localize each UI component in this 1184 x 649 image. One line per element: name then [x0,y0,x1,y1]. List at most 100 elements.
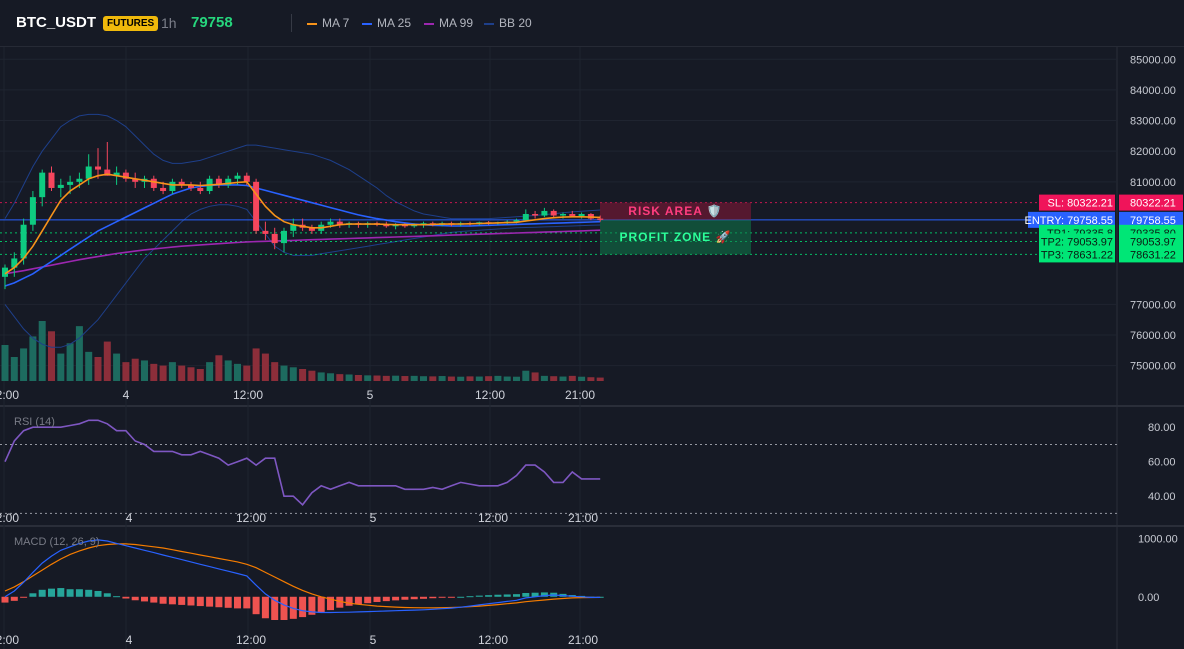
candle-body [587,214,594,219]
macd-histogram-bar [280,596,288,620]
macd-histogram-bar [382,596,390,602]
candle-body [327,221,334,225]
macd-histogram-bar [475,595,483,597]
interval-selector[interactable]: 1h [161,15,177,31]
price-tick-label: 75000.00 [1130,361,1176,373]
volume-bar [354,375,362,381]
volume-bar [364,375,372,381]
candle-body [48,172,55,188]
candle-body [20,224,27,259]
rsi-tick-label: 60.00 [1148,457,1176,469]
candle-body [522,214,529,221]
volume-bar [85,351,93,381]
legend-ma99[interactable]: MA 99 [424,16,473,30]
macd-histogram-bar [410,596,418,600]
candle-body [225,178,232,185]
volume-bar [447,376,455,381]
header-divider [291,14,292,32]
risk-area-label: RISK AREA 🛡️ [628,204,722,218]
chart-background [0,47,1184,649]
volume-bar [345,374,353,381]
volume-bar [438,376,446,381]
macd-histogram-bar [420,596,427,599]
level-price-sl: 80322.21 [1130,198,1176,210]
candle-body [234,175,241,179]
macd-histogram-bar [215,596,223,608]
price-tick-label: 76000.00 [1130,330,1176,342]
macd-histogram-bar [196,596,204,607]
risk-area-box [600,202,751,220]
price-tick-label: 81000.00 [1130,177,1176,189]
ma7-line [4,173,601,275]
candle-body [243,175,250,182]
price-pane[interactable]: RISK AREA 🛡️ PROFIT ZONE 🚀 [0,113,1045,381]
candle-body [336,221,343,225]
axes-layer: 85000.00 84000.00 83000.00 82000.00 81000.00… [0,54,1183,647]
level-price-tp3: 78631.22 [1130,249,1176,261]
macd-pane-label: MACD (12, 26, 9) [14,536,100,548]
macd-histogram-bar [38,589,46,597]
macd-histogram-bar [447,596,455,598]
legend-bb20-label: BB 20 [499,16,532,30]
level-tag-tp2 [1039,233,1115,250]
symbol-name[interactable]: BTC_USDT [16,14,97,31]
volume-bar [234,363,241,381]
macd-histogram-bar [85,589,93,597]
macd-histogram-bar [522,593,530,597]
volume-bar [568,375,576,381]
candle-body [550,210,557,216]
macd-histogram-bar [401,596,409,600]
time-label: 12:00 [478,511,508,525]
macd-line [4,539,601,614]
legend-ma25[interactable]: MA 25 [362,16,411,30]
volume-bar [48,331,55,381]
candle-body [290,224,297,231]
ma99-line [4,229,601,275]
macd-histogram-bar [234,596,241,609]
time-label: 21:00 [565,388,595,402]
level-tag-label-sl: SL: 80322.21 [1048,198,1113,210]
macd-tick-label: 1000.00 [1138,534,1178,546]
level-tag-label-entry: ENTRY: 79758.55 [1025,215,1113,227]
time-label: 12:00 [0,388,19,402]
volume-bar [159,365,167,381]
volume-bar [410,375,418,381]
volume-bar [20,348,28,381]
volume-bar [261,353,269,381]
level-price-box-sl [1119,194,1183,211]
legend-bb20[interactable]: BB 20 [484,16,532,30]
macd-pane[interactable]: MACD (12, 26, 9) [1,536,604,620]
volume-bar [280,365,288,381]
volume-bar [113,353,121,381]
volume-bar [317,372,325,381]
volume-bar [103,341,111,381]
ma25-swatch-icon [362,22,372,25]
macd-histogram-bar [308,596,316,615]
candle-body [253,181,260,231]
volume-bar [522,370,530,381]
price-tick-label: 82000.00 [1130,146,1176,158]
macd-histogram-bar [150,596,158,603]
volume-bar [559,376,567,381]
last-price: 79758 [191,14,233,31]
candle-body [95,166,101,170]
rsi-pane[interactable]: RSI (14) [0,416,1117,514]
macd-histogram-bar [141,596,148,602]
volume-bar [150,363,158,381]
macd-histogram-bar [252,596,260,615]
level-tag-tp3 [1039,246,1115,263]
rsi-line [4,419,601,506]
candle-body [569,214,576,217]
volume-bar [596,377,604,381]
volume-bar [503,376,511,381]
candle-body [188,184,194,188]
level-price-box-tp2 [1119,233,1183,250]
candle-body [532,214,539,216]
level-price-box-tp3 [1119,246,1183,263]
volume-bar [75,326,83,381]
volume-bar [373,375,381,381]
candle-body [39,172,46,198]
legend-ma7[interactable]: MA 7 [307,16,349,30]
candle-body [560,214,566,216]
